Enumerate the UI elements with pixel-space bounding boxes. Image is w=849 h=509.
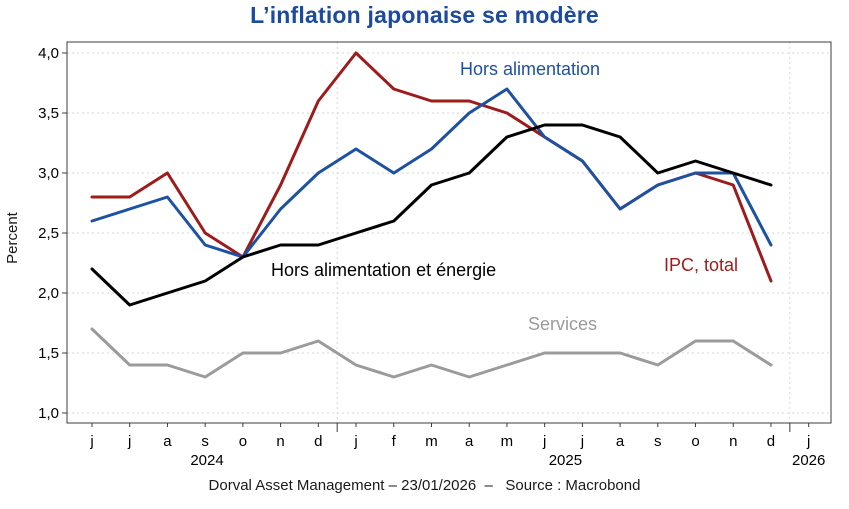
- x-tick-label: s: [654, 433, 662, 450]
- y-axis-label: Percent: [4, 211, 21, 264]
- y-tick-label: 1,5: [38, 345, 59, 362]
- chart-title: L’inflation japonaise se modère: [250, 2, 599, 28]
- x-tick-label: n: [729, 433, 737, 450]
- x-tick-label: m: [425, 433, 438, 450]
- x-tick-label: j: [89, 433, 93, 450]
- series-label-hors-alimentation: Hors alimentation: [460, 59, 601, 79]
- y-tick-label: 2,0: [38, 285, 59, 302]
- year-label: 2026: [792, 452, 825, 469]
- x-tick-label: n: [276, 433, 284, 450]
- x-tick-label: j: [127, 433, 131, 450]
- x-tick-label: j: [542, 433, 546, 450]
- series-line-hors-alimentation-et-nergie: [90, 123, 773, 307]
- x-tick-label: f: [392, 433, 397, 450]
- y-tick-label: 1,0: [38, 405, 59, 422]
- x-tick-label: o: [239, 433, 247, 450]
- x-tick-label: m: [501, 433, 514, 450]
- year-label: 2025: [549, 452, 582, 469]
- y-tick-label: 3,0: [38, 165, 59, 182]
- x-tick-label: d: [314, 433, 322, 450]
- series-line-ipc-total: [90, 51, 773, 283]
- x-tick-label: a: [465, 433, 474, 450]
- x-tick-label: s: [201, 433, 209, 450]
- series-line-services: [90, 327, 773, 379]
- x-tick-label: j: [806, 433, 810, 450]
- x-tick-label: a: [163, 433, 172, 450]
- x-tick-label: a: [616, 433, 625, 450]
- series-line-hors-alimentation: [90, 87, 773, 259]
- x-tick-label: o: [691, 433, 699, 450]
- series-label-services: Services: [528, 314, 598, 334]
- year-label: 2024: [190, 452, 223, 469]
- y-tick-label: 2,5: [38, 225, 59, 242]
- x-tick-label: j: [580, 433, 584, 450]
- series-label-hors-alimentation-et-energie: Hors alimentation et énergie: [271, 260, 497, 280]
- x-tick-label: j: [353, 433, 357, 450]
- x-tick-label: d: [767, 433, 775, 450]
- chart-footer: Dorval Asset Management – 23/01/2026 – S…: [208, 477, 641, 494]
- y-tick-label: 3,5: [38, 105, 59, 122]
- y-tick-label: 4,0: [38, 45, 59, 62]
- series-label-ipc-total: IPC, total: [664, 255, 739, 275]
